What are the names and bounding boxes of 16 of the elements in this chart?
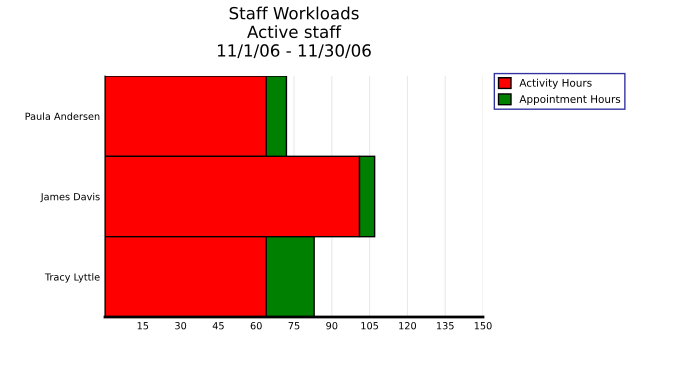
x-tick-label: 75 [288,322,300,330]
legend-label: Appointment Hours [519,94,620,106]
x-tick-label: 15 [138,322,148,330]
x-tick-label: 105 [361,322,378,330]
x-tick-label: 120 [399,322,416,330]
x-tick-label: 135 [436,322,454,330]
x-tick-label: 60 [250,322,262,330]
x-tick-label: 45 [212,322,224,330]
x-tick-label: 90 [326,322,338,330]
x-tick-label: 30 [175,322,186,330]
x-tick-label: 150 [474,322,492,330]
legend-label: Activity Hours [519,78,592,89]
y-tick-label: Tracy Lyttle [44,273,100,283]
y-tick-label: Paula Andersen [26,112,100,120]
y-tick-label: James Davis [40,192,100,202]
chart-title: Staff Workloads Active staff 11/1/06 - 11/30/06 [218,6,371,58]
